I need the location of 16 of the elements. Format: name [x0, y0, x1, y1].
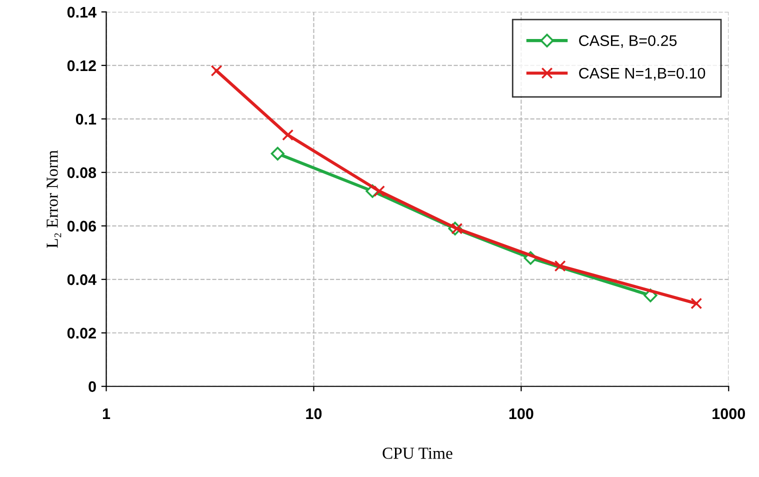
y-tick-label: 0.1	[76, 114, 96, 125]
y-tick-label: 0.08	[67, 167, 96, 178]
x-axis-title: CPU Time	[382, 448, 452, 459]
legend-label: CASE, B=0.25	[579, 35, 677, 48]
y-tick-label: 0.02	[67, 328, 96, 339]
x-tick-label: 1000	[712, 408, 746, 420]
y-tick-label: 0	[88, 381, 96, 392]
y-axis-title: L₂ Error Norm	[46, 150, 62, 248]
y-tick-label: 0.12	[67, 60, 96, 72]
x-tick-label: 1	[102, 408, 110, 419]
y-tick-label: 0.04	[67, 274, 96, 286]
legend-label: CASE N=1,B=0.10	[579, 68, 706, 80]
x-tick-label: 100	[509, 408, 534, 420]
y-tick-label: 0.14	[67, 6, 96, 18]
y-tick-label: 0.06	[67, 220, 96, 232]
x-tick-label: 10	[306, 408, 322, 420]
